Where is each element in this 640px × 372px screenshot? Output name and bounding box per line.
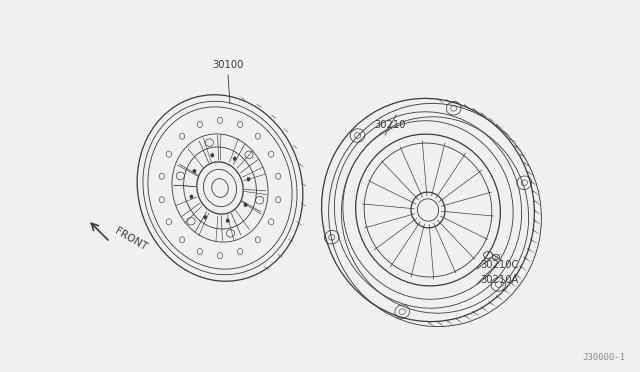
- Text: 30210C: 30210C: [480, 260, 518, 270]
- Ellipse shape: [244, 203, 247, 207]
- Text: 30210: 30210: [374, 120, 406, 130]
- Ellipse shape: [226, 219, 229, 222]
- Ellipse shape: [233, 157, 236, 161]
- Ellipse shape: [247, 177, 250, 181]
- Text: 30210A: 30210A: [480, 275, 518, 285]
- Text: 30100: 30100: [212, 60, 244, 70]
- Ellipse shape: [193, 169, 196, 173]
- Ellipse shape: [190, 195, 193, 199]
- Text: FRONT: FRONT: [113, 226, 148, 252]
- Ellipse shape: [211, 153, 214, 157]
- Ellipse shape: [204, 215, 207, 219]
- Text: J30000-1: J30000-1: [582, 353, 625, 362]
